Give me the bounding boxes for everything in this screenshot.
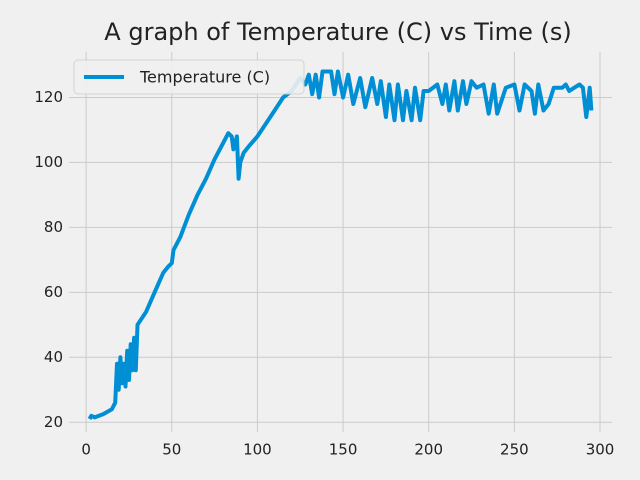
y-tick-label: 60 xyxy=(44,283,63,301)
data-line xyxy=(87,69,594,420)
x-tick-label: 150 xyxy=(329,441,358,459)
y-tick-label: 120 xyxy=(34,88,63,106)
x-tick-label: 200 xyxy=(414,441,443,459)
legend-box xyxy=(73,59,305,95)
x-tick-label: 100 xyxy=(243,441,272,459)
legend-label: Temperature (C) xyxy=(139,68,270,87)
y-tick-label: 100 xyxy=(34,153,63,171)
legend: Temperature (C) xyxy=(73,59,305,95)
y-tick-label: 20 xyxy=(44,413,63,431)
y-tick-label: 80 xyxy=(44,218,63,236)
chart-title: A graph of Temperature (C) vs Time (s) xyxy=(104,18,571,46)
x-tick-label: 0 xyxy=(81,441,91,459)
x-tick-label: 250 xyxy=(500,441,529,459)
x-tick-label: 300 xyxy=(586,441,615,459)
x-tick-label: 50 xyxy=(162,441,181,459)
y-tick-label: 40 xyxy=(44,348,63,366)
